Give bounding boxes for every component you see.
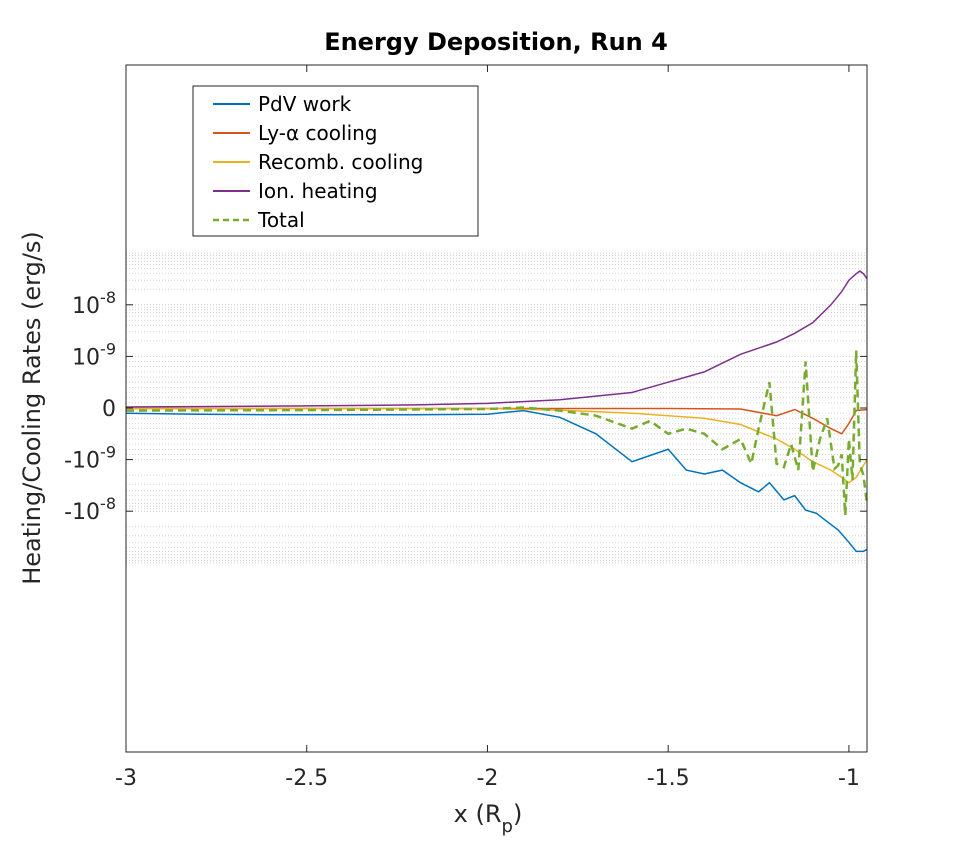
series-line-0 [125,409,868,553]
y-tick-label: -10-8 [64,494,116,525]
x-tick-label: -2 [476,766,498,791]
y-tick-label: 0 [102,397,116,422]
y-tick-label: -10-9 [64,443,116,474]
series-lines [125,270,869,553]
x-tick-label: -2.5 [285,766,328,791]
legend-label-2: Recomb. cooling [258,150,423,174]
series-line-3 [125,270,868,408]
axis-ticks: -3 -2.5 -2 -1.5 -1 10-8 10-9 0 -10-9 -10-8 [64,65,867,791]
x-tick-label: -3 [115,766,137,791]
legend-label-1: Ly-α cooling [258,121,378,145]
chart-title: Energy Deposition, Run 4 [324,28,668,56]
legend-label-0: PdV work [258,92,352,116]
legend: PdV work Ly-α cooling Recomb. cooling Ion. … [192,85,479,237]
y-tick-label: 10-9 [72,339,116,370]
legend-label-4: Total [257,208,305,232]
legend-label-3: Ion. heating [258,179,378,203]
x-axis-label: x (Rp) [454,800,523,837]
x-tick-label: -1.5 [647,766,690,791]
grid-lines [126,252,867,564]
y-axis-label: Heating/Cooling Rates (erg/s) [18,231,46,585]
x-tick-label: -1 [838,766,860,791]
y-tick-label: 10-8 [72,288,116,319]
legend-entries: PdV work Ly-α cooling Recomb. cooling Ion. … [213,92,423,232]
